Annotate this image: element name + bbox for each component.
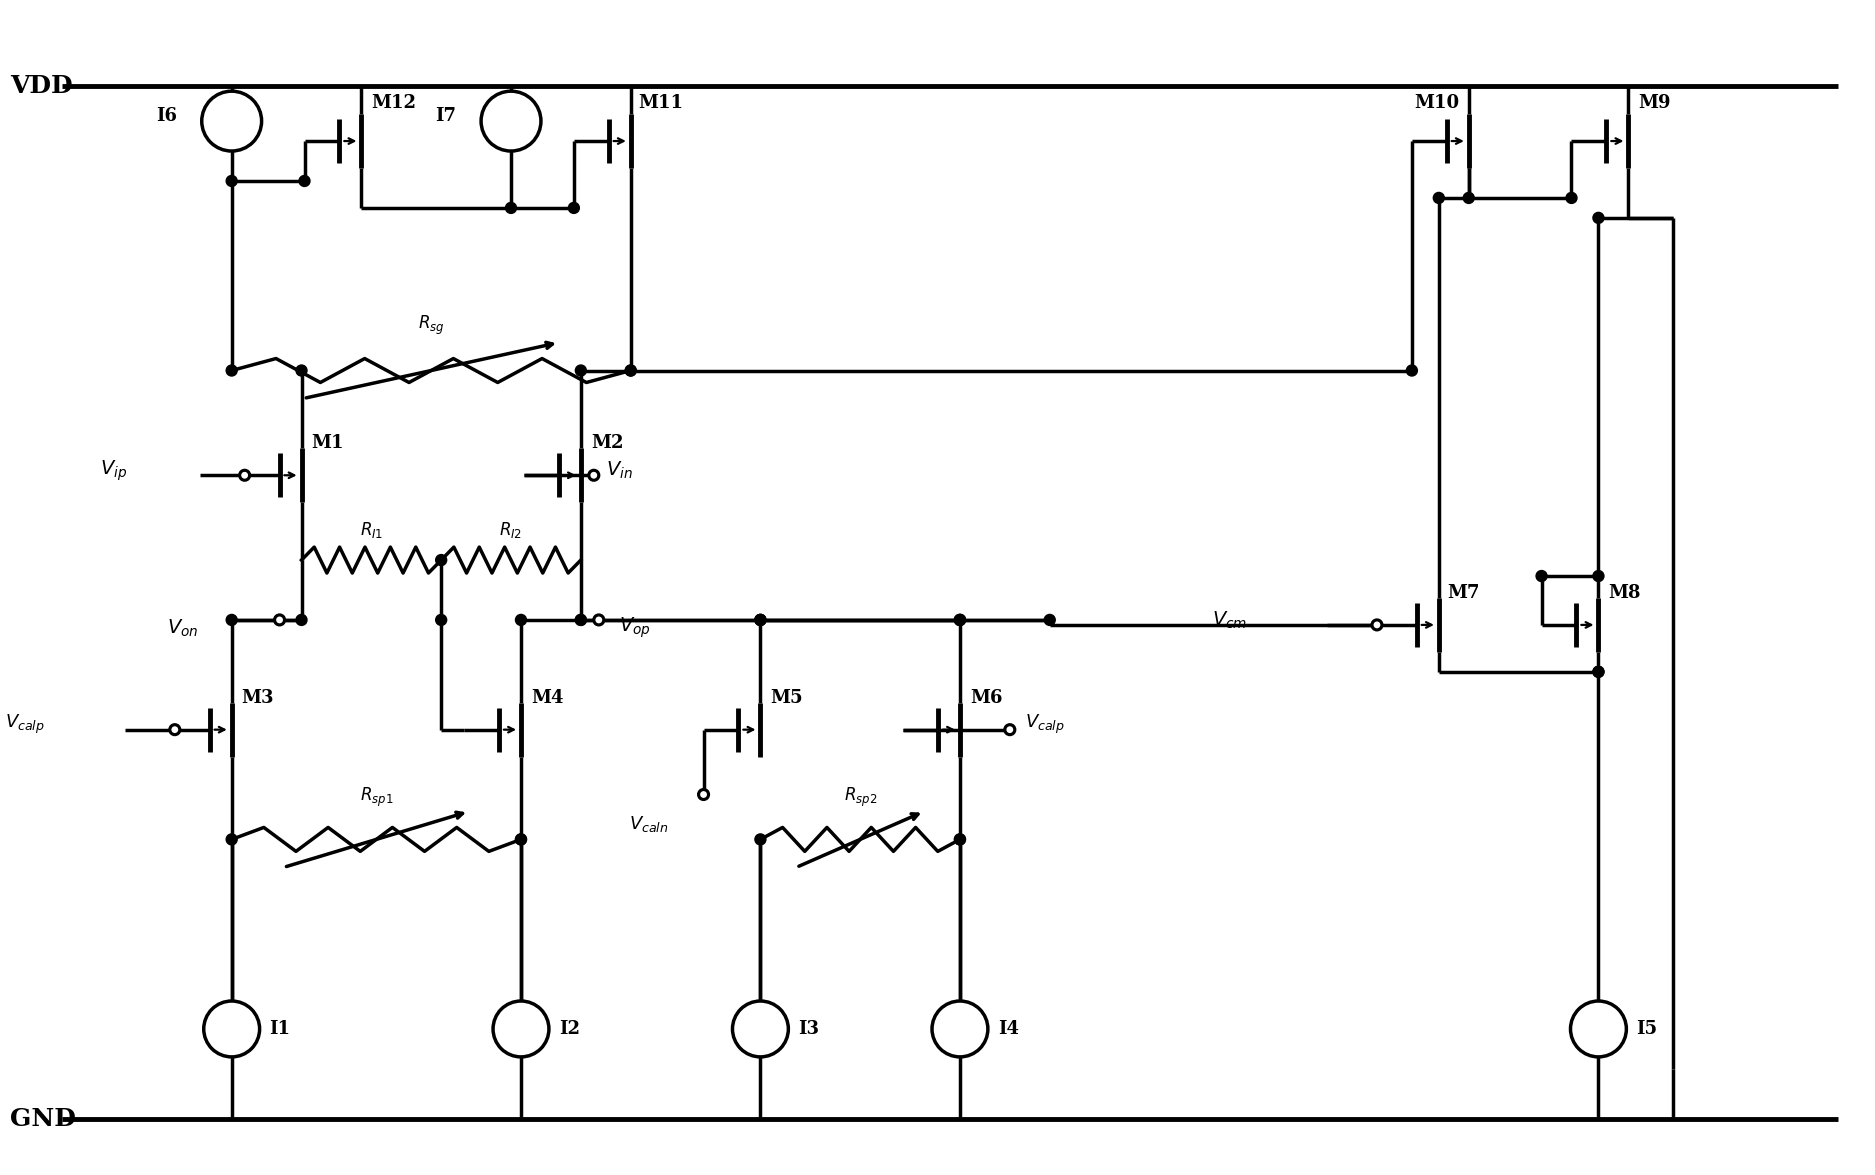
Circle shape — [954, 834, 966, 845]
Circle shape — [756, 834, 765, 845]
Circle shape — [954, 834, 966, 845]
Text: M1: M1 — [311, 435, 343, 452]
Circle shape — [756, 615, 765, 625]
Circle shape — [576, 615, 587, 625]
Text: $R_{sp1}$: $R_{sp1}$ — [360, 786, 394, 810]
Circle shape — [568, 202, 579, 214]
Circle shape — [1044, 615, 1056, 625]
Text: I1: I1 — [270, 1020, 291, 1038]
Circle shape — [1406, 365, 1418, 376]
Circle shape — [240, 470, 249, 481]
Circle shape — [171, 725, 180, 734]
Circle shape — [1594, 666, 1603, 677]
Circle shape — [516, 615, 527, 625]
Text: VDD: VDD — [9, 74, 73, 99]
Text: M5: M5 — [771, 689, 802, 706]
Circle shape — [227, 834, 236, 845]
Circle shape — [1536, 571, 1547, 582]
Circle shape — [576, 615, 587, 625]
Text: $V_{calp}$: $V_{calp}$ — [1026, 713, 1065, 737]
Text: $R_{sg}$: $R_{sg}$ — [418, 314, 444, 337]
Text: I6: I6 — [156, 107, 176, 125]
Circle shape — [1566, 193, 1577, 203]
Circle shape — [1372, 620, 1382, 630]
Text: I7: I7 — [435, 107, 456, 125]
Circle shape — [296, 365, 308, 376]
Circle shape — [202, 92, 262, 152]
Text: $V_{op}$: $V_{op}$ — [619, 616, 651, 640]
Text: M2: M2 — [591, 435, 622, 452]
Text: $V_{caln}$: $V_{caln}$ — [628, 814, 669, 834]
Text: $V_{ip}$: $V_{ip}$ — [99, 458, 128, 483]
Text: GND: GND — [9, 1107, 77, 1130]
Circle shape — [227, 615, 236, 625]
Text: M3: M3 — [242, 689, 274, 706]
Circle shape — [1005, 725, 1014, 734]
Circle shape — [954, 615, 966, 625]
Circle shape — [506, 202, 516, 214]
Text: $V_{calp}$: $V_{calp}$ — [6, 713, 45, 737]
Text: M11: M11 — [639, 94, 684, 112]
Circle shape — [756, 615, 765, 625]
Text: M6: M6 — [969, 689, 1003, 706]
Circle shape — [954, 615, 966, 625]
Text: I2: I2 — [559, 1020, 579, 1038]
Circle shape — [1432, 193, 1444, 203]
Circle shape — [1594, 571, 1603, 582]
Circle shape — [624, 365, 636, 376]
Circle shape — [482, 92, 542, 152]
Text: $R_{sp2}$: $R_{sp2}$ — [844, 786, 878, 810]
Circle shape — [435, 555, 446, 565]
Circle shape — [204, 1001, 259, 1056]
Circle shape — [733, 1001, 788, 1056]
Text: M4: M4 — [531, 689, 564, 706]
Circle shape — [624, 365, 636, 376]
Circle shape — [1462, 193, 1474, 203]
Text: $V_{cm}$: $V_{cm}$ — [1213, 610, 1247, 631]
Circle shape — [699, 790, 709, 799]
Circle shape — [576, 365, 587, 376]
Circle shape — [954, 615, 966, 625]
Text: I5: I5 — [1637, 1020, 1658, 1038]
Circle shape — [227, 175, 236, 187]
Circle shape — [296, 615, 308, 625]
Text: M10: M10 — [1414, 94, 1459, 112]
Circle shape — [516, 834, 527, 845]
Circle shape — [274, 615, 285, 625]
Text: $V_{in}$: $V_{in}$ — [606, 459, 632, 481]
Circle shape — [589, 470, 598, 481]
Text: I4: I4 — [998, 1020, 1018, 1038]
Circle shape — [493, 1001, 549, 1056]
Text: $R_{I2}$: $R_{I2}$ — [499, 521, 523, 540]
Circle shape — [1571, 1001, 1626, 1056]
Text: M9: M9 — [1639, 94, 1671, 112]
Circle shape — [1594, 666, 1603, 677]
Circle shape — [516, 834, 527, 845]
Text: I3: I3 — [799, 1020, 819, 1038]
Text: $V_{on}$: $V_{on}$ — [167, 617, 199, 638]
Circle shape — [227, 365, 236, 376]
Circle shape — [594, 615, 604, 625]
Circle shape — [298, 175, 309, 187]
Text: M12: M12 — [371, 94, 416, 112]
Text: M8: M8 — [1609, 584, 1641, 602]
Circle shape — [756, 615, 765, 625]
Circle shape — [435, 615, 446, 625]
Text: M7: M7 — [1448, 584, 1479, 602]
Text: $R_{I1}$: $R_{I1}$ — [360, 521, 382, 540]
Circle shape — [932, 1001, 988, 1056]
Circle shape — [1594, 213, 1603, 223]
